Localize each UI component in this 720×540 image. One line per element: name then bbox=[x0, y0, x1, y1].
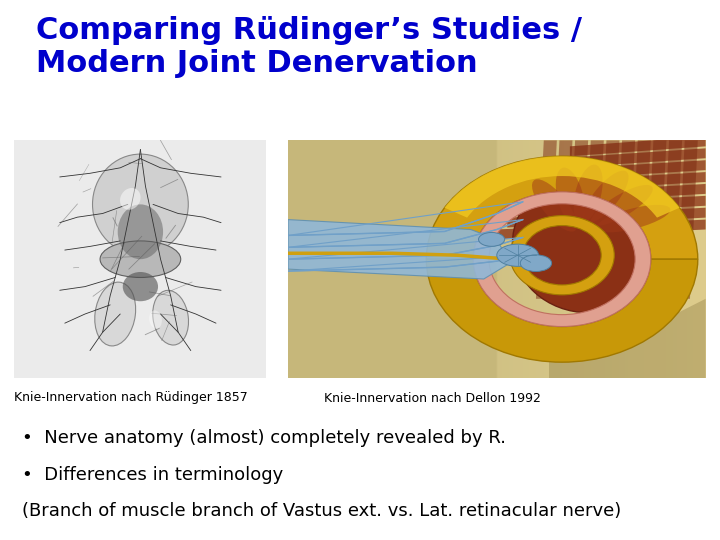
Ellipse shape bbox=[122, 272, 158, 301]
Polygon shape bbox=[677, 140, 698, 299]
Polygon shape bbox=[507, 208, 706, 227]
Ellipse shape bbox=[513, 174, 664, 313]
Polygon shape bbox=[661, 140, 682, 299]
Wedge shape bbox=[426, 156, 698, 259]
Polygon shape bbox=[549, 299, 706, 378]
Text: Knie-Innervation nach Rüdinger 1857: Knie-Innervation nach Rüdinger 1857 bbox=[14, 392, 248, 404]
Ellipse shape bbox=[596, 205, 670, 232]
Ellipse shape bbox=[92, 154, 188, 255]
Polygon shape bbox=[583, 140, 604, 299]
Polygon shape bbox=[552, 140, 572, 299]
Ellipse shape bbox=[521, 255, 552, 272]
Ellipse shape bbox=[574, 165, 603, 223]
Ellipse shape bbox=[153, 291, 189, 345]
Ellipse shape bbox=[149, 310, 162, 329]
Wedge shape bbox=[473, 192, 651, 327]
Polygon shape bbox=[570, 137, 706, 156]
Polygon shape bbox=[567, 140, 588, 299]
Polygon shape bbox=[539, 172, 706, 192]
Ellipse shape bbox=[479, 232, 505, 246]
Ellipse shape bbox=[497, 244, 539, 266]
Ellipse shape bbox=[556, 167, 585, 226]
Text: (Branch of muscle branch of Vastus ext. vs. Lat. retinacular nerve): (Branch of muscle branch of Vastus ext. … bbox=[22, 502, 621, 520]
Text: Comparing Rüdinger’s Studies /
Modern Joint Denervation: Comparing Rüdinger’s Studies / Modern Jo… bbox=[36, 16, 582, 78]
Polygon shape bbox=[598, 140, 619, 299]
Ellipse shape bbox=[532, 179, 577, 232]
Polygon shape bbox=[536, 140, 557, 299]
Text: •  Nerve anatomy (almost) completely revealed by R.: • Nerve anatomy (almost) completely reve… bbox=[22, 429, 505, 447]
Polygon shape bbox=[559, 148, 706, 168]
Polygon shape bbox=[614, 140, 635, 299]
Polygon shape bbox=[528, 184, 706, 204]
Polygon shape bbox=[518, 196, 706, 215]
Text: Knie-Innervation nach Dellon 1992: Knie-Innervation nach Dellon 1992 bbox=[324, 392, 541, 404]
Polygon shape bbox=[497, 220, 706, 239]
Polygon shape bbox=[630, 140, 651, 299]
Wedge shape bbox=[444, 156, 680, 218]
Polygon shape bbox=[646, 140, 667, 299]
Ellipse shape bbox=[95, 282, 135, 346]
Ellipse shape bbox=[100, 241, 181, 278]
Ellipse shape bbox=[583, 171, 629, 223]
Wedge shape bbox=[426, 259, 698, 362]
Polygon shape bbox=[288, 220, 510, 279]
Ellipse shape bbox=[590, 185, 653, 226]
Ellipse shape bbox=[117, 204, 163, 259]
Ellipse shape bbox=[120, 188, 140, 210]
Wedge shape bbox=[510, 215, 614, 295]
Polygon shape bbox=[549, 160, 706, 180]
Text: •  Differences in terminology: • Differences in terminology bbox=[22, 465, 283, 484]
